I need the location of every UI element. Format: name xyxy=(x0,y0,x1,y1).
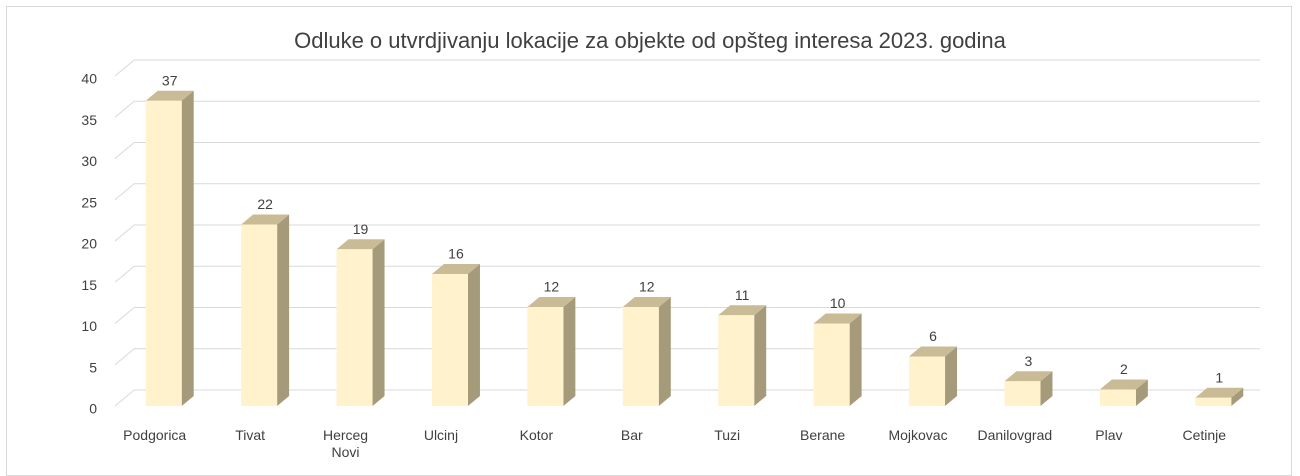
value-label: 1 xyxy=(1215,369,1223,385)
value-label: 12 xyxy=(639,279,655,295)
bar xyxy=(1004,371,1053,406)
x-tick-label: Herceg Novi xyxy=(322,427,369,460)
y-tick-label: 5 xyxy=(89,359,97,375)
bar xyxy=(1195,387,1244,406)
y-tick-label: 30 xyxy=(81,153,97,169)
x-tick-label: Tivat xyxy=(235,427,266,443)
bar-side xyxy=(849,313,862,406)
x-tick-label: Plav xyxy=(1095,427,1123,443)
bar-top xyxy=(1195,387,1244,398)
bar-side xyxy=(1231,387,1244,406)
value-label: 19 xyxy=(353,221,369,237)
chart-title: Odluke o utvrdjivanju lokacije za objekt… xyxy=(294,28,1007,53)
bar xyxy=(145,90,194,406)
bar-top xyxy=(622,297,671,307)
bar-side xyxy=(1135,379,1148,406)
bar-top xyxy=(1099,379,1148,390)
value-label: 37 xyxy=(162,72,178,88)
bar-front xyxy=(336,249,373,406)
bar-side xyxy=(1040,371,1053,406)
y-tick-label: 0 xyxy=(89,401,97,417)
y-tick-label: 10 xyxy=(81,318,97,334)
bar-top xyxy=(336,239,385,250)
bar xyxy=(241,214,290,406)
x-tick-label: Mojkovac xyxy=(888,427,948,443)
bar-front xyxy=(813,323,850,406)
bar-side xyxy=(467,264,480,406)
bar-front xyxy=(241,224,278,406)
x-tick-label: Kotor xyxy=(519,427,554,443)
value-label: 6 xyxy=(929,328,937,344)
bar xyxy=(527,297,576,406)
bar xyxy=(431,264,480,406)
bar-front xyxy=(622,307,659,406)
grid-line xyxy=(114,142,1260,159)
grid-line xyxy=(114,100,1260,118)
x-tick-label: Cetinje xyxy=(1182,427,1227,443)
grid-line xyxy=(114,265,1260,283)
grid-line xyxy=(114,307,1260,324)
x-tick-label: Ulcinj xyxy=(423,427,459,443)
bar-side xyxy=(277,214,290,406)
bar-top xyxy=(145,90,194,101)
bar-top xyxy=(1004,371,1053,382)
value-label: 22 xyxy=(257,196,273,212)
y-tick-label: 20 xyxy=(81,236,97,252)
value-label: 2 xyxy=(1120,361,1128,377)
y-tick-label: 35 xyxy=(81,112,97,128)
bar-top xyxy=(527,297,576,307)
bar xyxy=(336,239,385,406)
bar-top xyxy=(241,214,290,225)
grid-line xyxy=(114,389,1260,407)
bar-front xyxy=(718,315,755,406)
bar-side xyxy=(945,346,958,406)
value-label: 11 xyxy=(735,287,750,303)
grid-line xyxy=(114,348,1260,366)
bar-side xyxy=(181,90,194,406)
bar xyxy=(813,313,862,406)
bar xyxy=(1099,379,1148,406)
value-label: 12 xyxy=(544,279,560,295)
x-tick-label: Tuzi xyxy=(714,427,741,443)
bar-top xyxy=(718,305,767,316)
bar-side xyxy=(563,297,576,406)
y-tick-label: 25 xyxy=(81,194,97,210)
bar xyxy=(718,305,767,406)
bar-front xyxy=(1004,381,1041,406)
bar-front xyxy=(527,307,564,406)
bar xyxy=(622,297,671,406)
grid-line xyxy=(114,59,1260,77)
grid-line xyxy=(114,183,1260,201)
bar-top xyxy=(909,346,958,357)
bar-top xyxy=(813,313,862,324)
chart: Odluke o utvrdjivanju lokacije za objekt… xyxy=(81,28,1260,417)
y-tick-label: 15 xyxy=(81,277,97,293)
value-label: 10 xyxy=(830,295,846,311)
y-tick-label: 40 xyxy=(81,71,97,87)
bar-side xyxy=(372,239,385,406)
value-label: 16 xyxy=(448,246,464,262)
x-tick-label: Bar xyxy=(620,427,643,443)
bar-side xyxy=(754,305,767,406)
x-tick-label: Danilovgrad xyxy=(977,427,1053,443)
value-label: 3 xyxy=(1025,353,1033,369)
page: Odluke o utvrdjivanju lokacije za objekt… xyxy=(6,6,1292,476)
bar xyxy=(909,346,958,406)
bar-front xyxy=(145,100,182,406)
bar-top xyxy=(431,264,480,274)
grid-line xyxy=(114,224,1260,242)
bar-front xyxy=(909,356,946,406)
x-tick-label: Berane xyxy=(800,427,846,443)
bar-front xyxy=(431,274,468,406)
bar-side xyxy=(658,297,671,406)
bar-front xyxy=(1195,397,1232,406)
x-tick-label: Podgorica xyxy=(123,427,187,443)
bar-front xyxy=(1099,389,1136,406)
